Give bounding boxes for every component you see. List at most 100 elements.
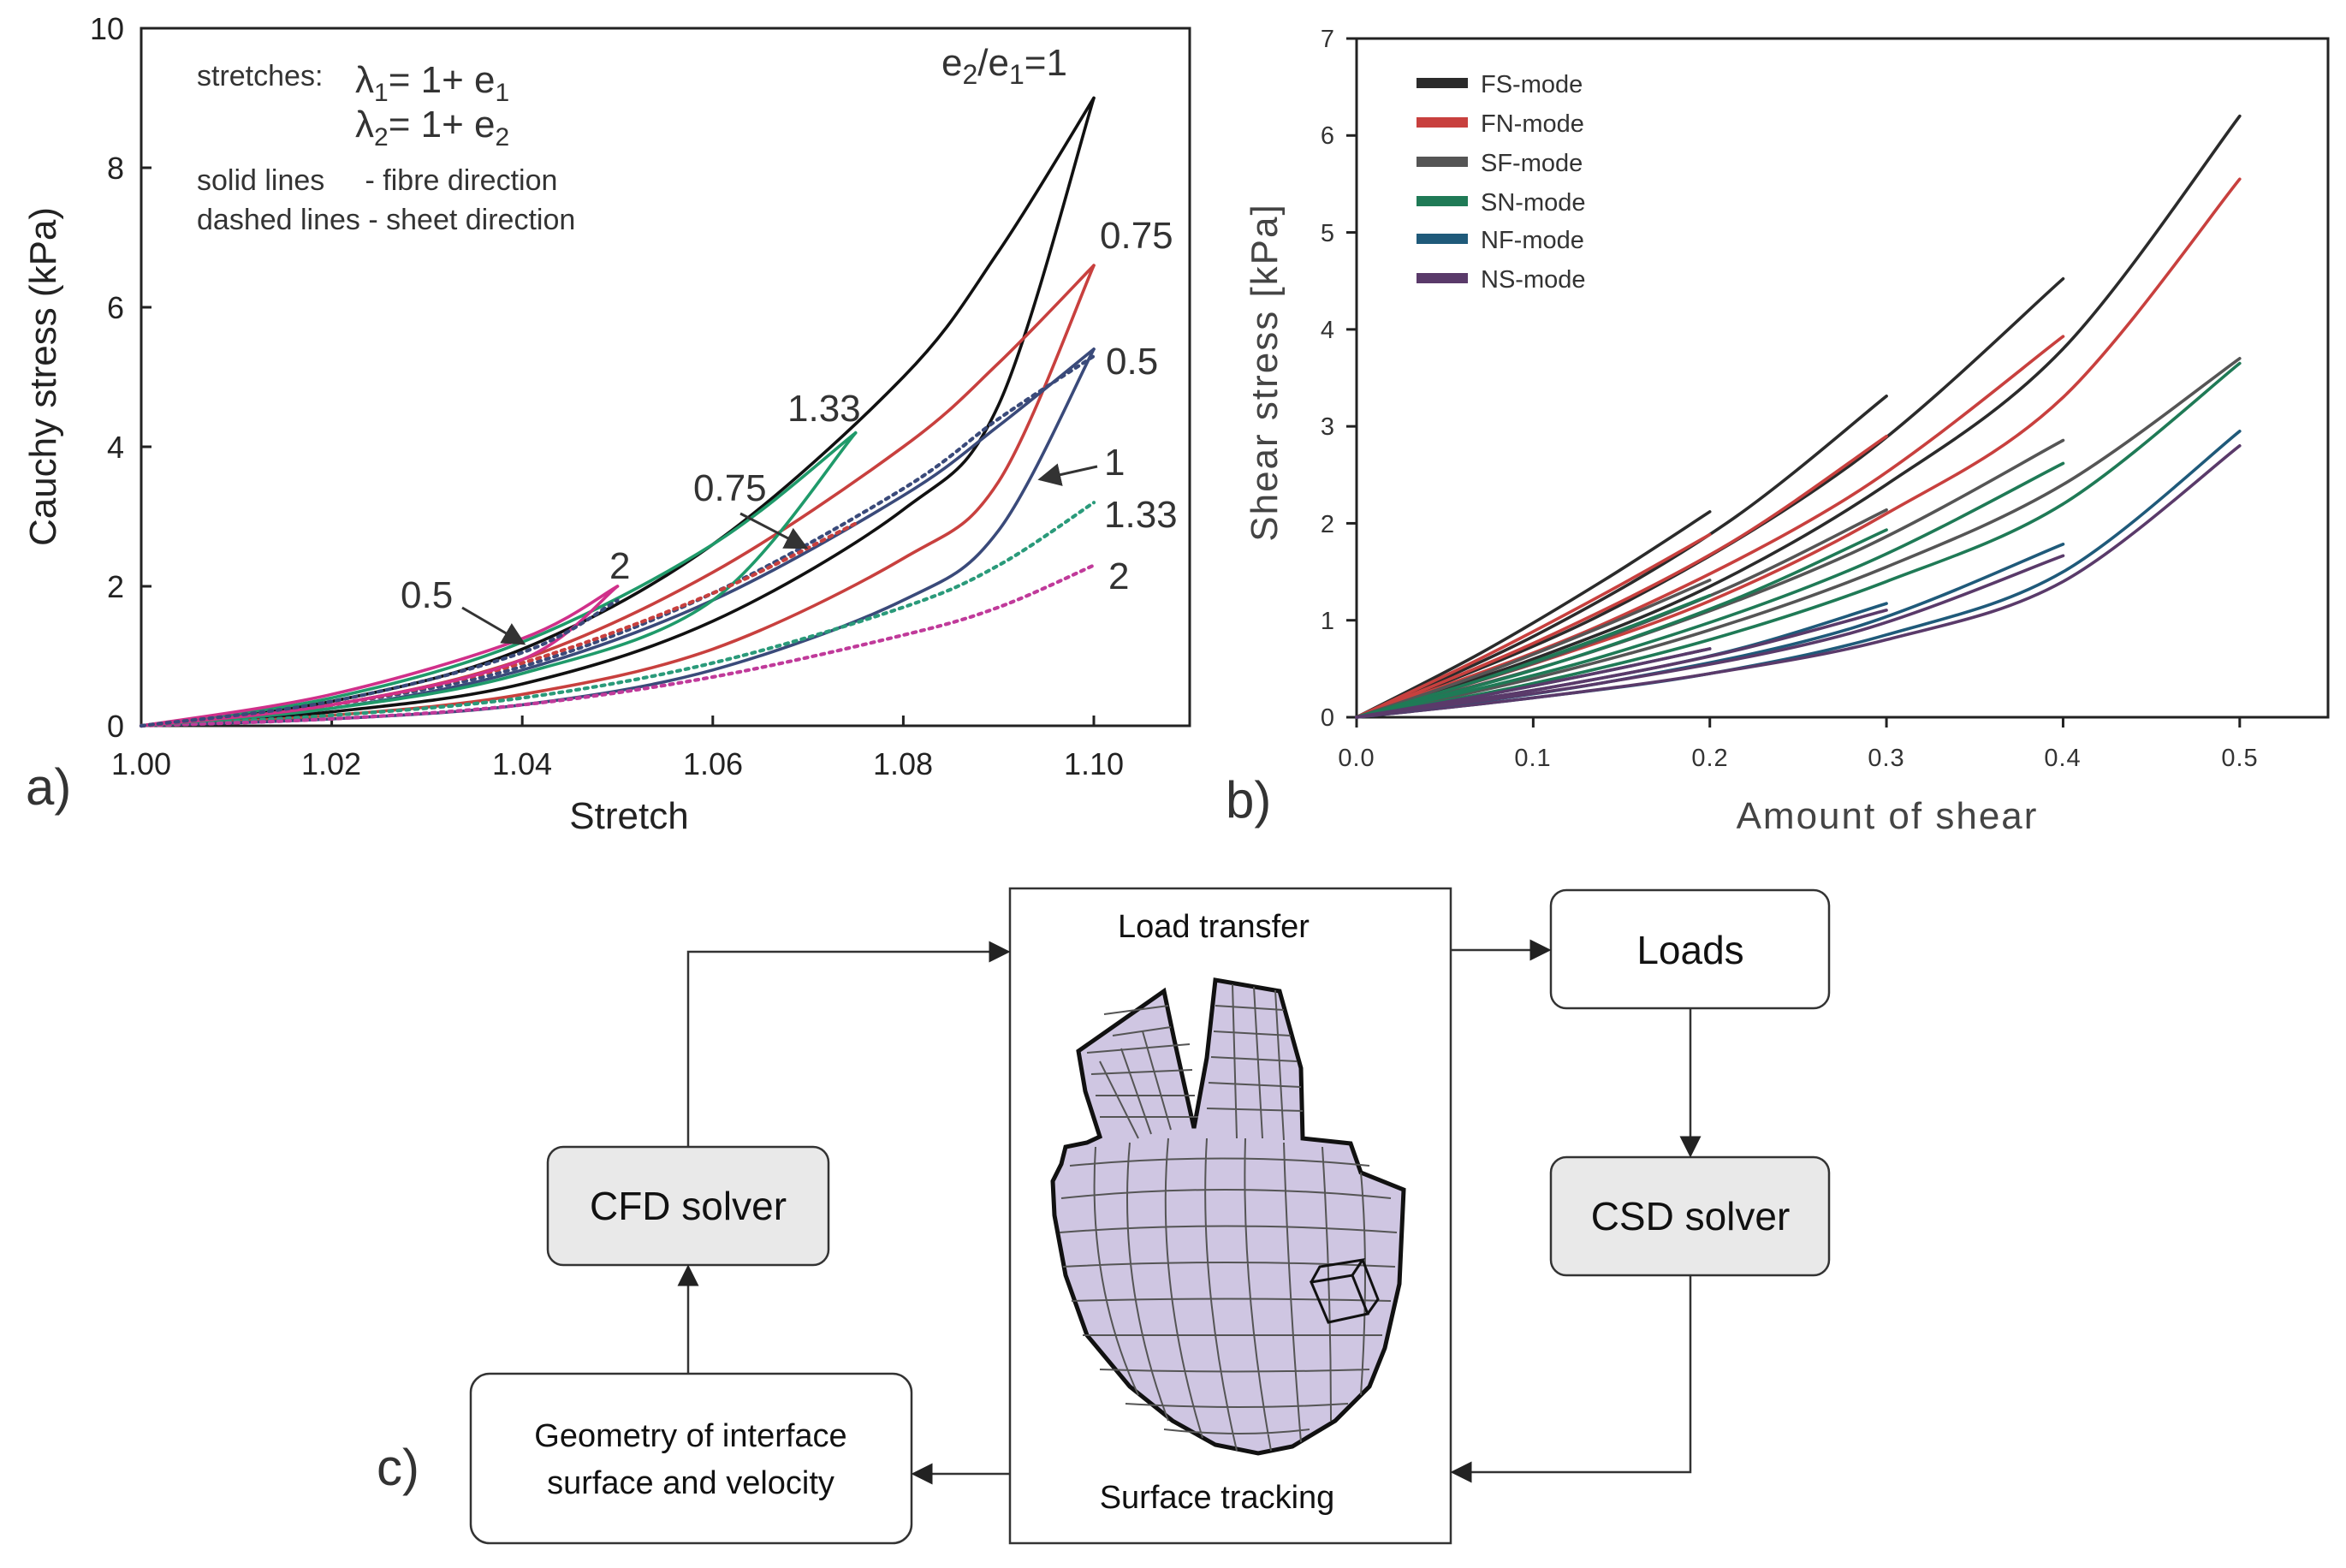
- panel-b-x-axis-title: Amount of shear: [1737, 795, 2039, 837]
- series-branch-sn-mode: [1355, 593, 1712, 719]
- pointer-arrow-0.5: [461, 606, 526, 645]
- series-line-e2-e1-1.33-sheet: [139, 501, 1096, 728]
- ratio-eq: =1: [1025, 42, 1067, 84]
- panel-a-xtick-label: 1.10: [1064, 746, 1124, 781]
- ratio-e1-sub: 1: [1009, 59, 1025, 90]
- geometry-label-line1: Geometry of interface: [534, 1418, 846, 1454]
- series-branch-fn-mode: [1355, 434, 1888, 719]
- panel-a-xtick-label: 1.02: [301, 746, 361, 781]
- series-line-e2-e1-0.75-sheet: [139, 521, 858, 728]
- panel-b-xtick-label: 0.2: [1691, 745, 1728, 772]
- legend-label: FS-mode: [1481, 71, 1583, 98]
- csd-solver-label: CSD solver: [1591, 1194, 1791, 1238]
- pointer-arrow-1: [1037, 463, 1098, 486]
- series-line-e2-e1-0.5-sheet-upper-: [139, 353, 1096, 728]
- surface-tracking-title: Surface tracking: [1100, 1480, 1335, 1516]
- panel-b-curves: [1355, 114, 2242, 719]
- geometry-box: [469, 1372, 913, 1545]
- ratio-slash: /e: [977, 42, 1009, 84]
- panel-b-y-axis-title: Shear stress [kPa]: [1244, 203, 1286, 541]
- series-branch-fn-mode: [1355, 335, 2065, 719]
- legend-label: SN-mode: [1481, 189, 1586, 217]
- connector-csd-to-surface-tracking: [1450, 1275, 1692, 1483]
- panel-b-label: b): [1226, 771, 1271, 829]
- panel-b-xtick-label: 0.1: [1514, 745, 1551, 772]
- series-line-fn-mode: [1355, 177, 2242, 719]
- series-line-e2-e1-0.5-fibre-upper-: [140, 347, 1096, 728]
- series-line-e2-e1-0.5-sheet-short-: [139, 598, 620, 728]
- panel-a-ytick-label: 8: [107, 151, 124, 186]
- curve-label-left-0.5: 0.5: [401, 574, 453, 616]
- panel-b-xtick-label: 0.5: [2221, 745, 2258, 772]
- legend-label: NF-mode: [1481, 227, 1584, 254]
- heart-grid-lines: [1059, 983, 1398, 1452]
- panel-a-label: a): [26, 758, 71, 816]
- curve-label-mid-1: 1: [1104, 442, 1125, 484]
- panel-a-ticks: [140, 27, 1096, 728]
- series-line-e2-e1-1-fibre-lower-: [140, 96, 1096, 728]
- lambda2-rhs-subscript: 2: [495, 123, 509, 151]
- dashed-lines-note: dashed lines - sheet direction: [197, 204, 575, 236]
- panel-a-x-axis-title: Stretch: [569, 795, 688, 837]
- curve-label-left-2: 2: [609, 545, 630, 587]
- series-branch-sf-mode: [1355, 579, 1712, 719]
- panel-a-y-axis-title: Cauchy stress (kPa): [22, 207, 64, 546]
- panel-a-xtick-label: 1.04: [492, 746, 552, 781]
- panel-b-ytick-label: 3: [1321, 413, 1335, 441]
- series-branch-fs-mode: [1355, 395, 1888, 719]
- series-line-ns-mode: [1355, 444, 2242, 719]
- lambda2-equation: λ2= 1+ e2: [355, 104, 509, 151]
- curve-label-top-0.5: 0.5: [1106, 341, 1158, 383]
- lambda2-rhs: = 1+ e: [389, 104, 496, 146]
- panel-a-ytick-label: 6: [107, 290, 124, 325]
- lambda1-rhs: = 1+ e: [389, 59, 496, 101]
- legend-swatch: [1417, 273, 1468, 283]
- panel-b: 0 1 2 3 4 5 6 7 0.0 0.1 0.2 0.3 0.4 0.5 …: [1226, 26, 2330, 837]
- panel-b-ytick-label: 6: [1321, 122, 1335, 150]
- series-branch-ns-mode: [1355, 554, 2065, 719]
- panel-b-xtick-label: 0.0: [1338, 745, 1375, 772]
- panel-b-legend: FS-mode FN-mode SF-mode SN-mode NF-mode …: [1417, 71, 1586, 294]
- curve-label-left-0.75: 0.75: [693, 467, 767, 509]
- curve-label-mid-1.33: 1.33: [1104, 494, 1178, 536]
- panel-a-ytick-label: 10: [90, 11, 124, 46]
- lambda2-subscript: 2: [374, 123, 389, 151]
- series-branch-fs-mode: [1355, 510, 1712, 719]
- lambda1-symbol: λ: [355, 59, 374, 101]
- series-line-e2-e1-1.33-fibre-lower-: [140, 431, 858, 728]
- panel-b-ytick-label: 2: [1321, 511, 1335, 538]
- pointer-arrow-0.75: [739, 512, 809, 549]
- panel-a-ytick-label: 0: [107, 709, 124, 744]
- connector-cfd-to-load-transfer: [686, 941, 1011, 1147]
- panel-b-xtick-label: 0.4: [2044, 745, 2081, 772]
- lambda1-subscript: 1: [374, 79, 389, 107]
- curve-label-low-2: 2: [1108, 555, 1129, 597]
- panel-b-ytick-label: 5: [1321, 220, 1335, 247]
- series-line-e2-e1-2-fibre-upper-: [140, 585, 620, 728]
- panel-b-ytick-label: 1: [1321, 608, 1335, 635]
- legend-swatch: [1417, 78, 1468, 88]
- panel-a-xtick-label: 1.08: [873, 746, 933, 781]
- legend-label: NS-mode: [1481, 266, 1586, 294]
- panel-b-ticks: [1346, 37, 2242, 728]
- panel-a-xtick-label: 1.00: [111, 746, 171, 781]
- geometry-label-line2: surface and velocity: [547, 1465, 834, 1501]
- legend-swatch: [1417, 117, 1468, 128]
- panel-c-label: c): [377, 1439, 419, 1496]
- solid-lines-note: solid lines - fibre direction: [197, 164, 557, 197]
- panel-b-ytick-label: 4: [1321, 317, 1335, 344]
- series-line-e2-e1-2-sheet: [139, 563, 1096, 728]
- curve-label-left-1.33: 1.33: [787, 388, 861, 430]
- series-line-sf-mode: [1355, 357, 2242, 719]
- legend-swatch: [1417, 234, 1468, 244]
- heart-mesh-image: [1050, 977, 1406, 1456]
- stretches-prefix: stretches:: [197, 60, 323, 92]
- panel-a-ytick-label: 4: [107, 430, 124, 465]
- lambda1-equation: λ1= 1+ e1: [355, 59, 509, 107]
- panel-b-ytick-label: 7: [1321, 26, 1335, 53]
- series-branch-sn-mode: [1355, 461, 2065, 719]
- series-line-sn-mode: [1355, 361, 2242, 719]
- legend-swatch: [1417, 196, 1468, 206]
- panel-b-ytick-label: 0: [1321, 704, 1335, 732]
- legend-swatch: [1417, 157, 1468, 167]
